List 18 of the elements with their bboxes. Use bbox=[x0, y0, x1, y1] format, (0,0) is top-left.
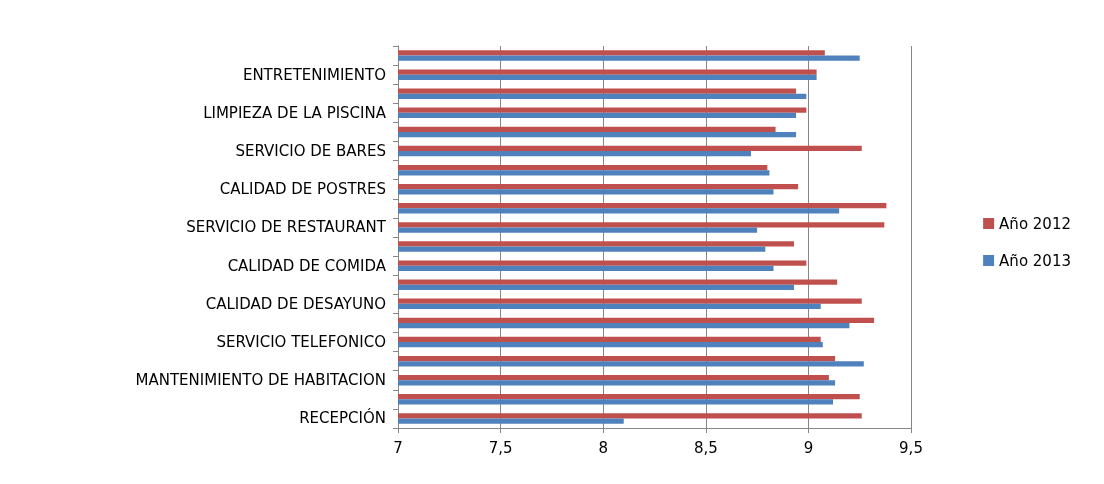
y-tick-label: SERVICIO TELEFONICO bbox=[216, 333, 386, 352]
x-tick-label: 9,5 bbox=[899, 438, 923, 457]
y-tick-label: SERVICIO DE BARES bbox=[235, 142, 386, 161]
x-tick-label: 7,5 bbox=[488, 438, 513, 457]
y-tick-label: ENTRETENIMIENTO bbox=[242, 65, 386, 84]
x-tick-label: 9 bbox=[803, 438, 814, 457]
x-tick-label: 8,5 bbox=[693, 438, 718, 457]
y-tick-label: SERVICIO DE RESTAURANT bbox=[186, 218, 387, 237]
y-tick-label: CALIDAD DE DESAYUNO bbox=[205, 294, 386, 313]
x-tick-label: 8 bbox=[598, 438, 608, 457]
y-tick-label: MANTENIMIENTO DE HABITACION bbox=[135, 371, 386, 390]
legend-label: Año 2013 bbox=[999, 251, 1071, 270]
y-tick-label: CALIDAD DE COMIDA bbox=[227, 256, 387, 275]
legend-label: Año 2012 bbox=[999, 214, 1071, 233]
y-tick-label: LIMPIEZA DE LA PISCINA bbox=[203, 103, 387, 122]
x-tick-label: 7 bbox=[393, 438, 403, 457]
y-tick-label: CALIDAD DE POSTRES bbox=[219, 180, 386, 199]
y-tick-label: RECEPCIÓN bbox=[299, 408, 386, 428]
